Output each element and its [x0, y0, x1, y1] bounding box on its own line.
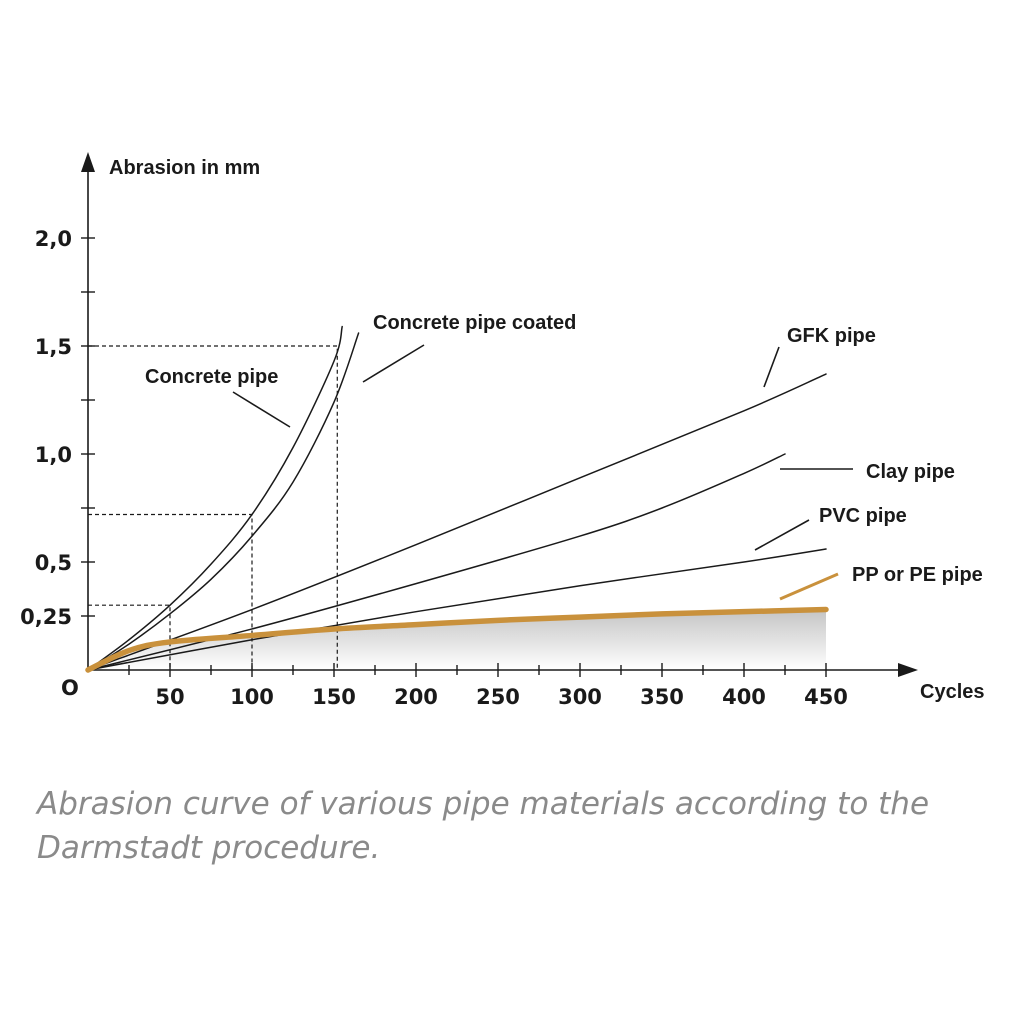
- x-tick-label: 450: [804, 685, 848, 709]
- abrasion-chart: Abrasion in mm Cycles O 0,25 0,5 1,0 1,5 2,0…: [20, 152, 985, 709]
- x-tick-label: 350: [640, 685, 684, 709]
- origin-label: O: [61, 676, 79, 700]
- series-label-concrete-pipe-coated: Concrete pipe coated: [373, 312, 576, 334]
- series-line-pp-or-pe-pipe: [85, 606, 829, 673]
- x-tick-label: 50: [155, 685, 184, 709]
- leader-line-gfk-pipe: [763, 346, 780, 388]
- y-tick-label: 2,0: [35, 227, 72, 251]
- series-line-clay-pipe: [87, 453, 786, 671]
- series-label-gfk-pipe: GFK pipe: [787, 325, 876, 347]
- y-tick-label: 0,5: [35, 551, 72, 575]
- leader-line-pvc-pipe: [754, 519, 810, 551]
- x-axis-title: Cycles: [920, 681, 985, 703]
- x-tick-label: 200: [394, 685, 438, 709]
- y-axis-arrow-icon: [81, 152, 95, 172]
- leader-line-pp-or-pe-pipe: [779, 572, 839, 601]
- x-tick-label: 250: [476, 685, 520, 709]
- y-tick-label: 1,0: [35, 443, 72, 467]
- reference-line-3: [88, 345, 338, 670]
- x-tick-label: 100: [230, 685, 274, 709]
- series-line-concrete-pipe: [87, 325, 343, 671]
- series-label-concrete-pipe: Concrete pipe: [145, 366, 278, 388]
- x-tick-label: 300: [558, 685, 602, 709]
- x-tick-label: 400: [722, 685, 766, 709]
- series-line-pvc-pipe: [87, 548, 827, 671]
- series-label-pvc-pipe: PVC pipe: [819, 505, 907, 527]
- x-tick-label: 150: [312, 685, 356, 709]
- x-axis-arrow-icon: [898, 663, 918, 677]
- series-line-concrete-pipe-coated: [87, 332, 360, 671]
- leader-line-concrete-pipe: [232, 391, 291, 428]
- y-axis-title: Abrasion in mm: [109, 157, 260, 179]
- series-label-clay-pipe: Clay pipe: [866, 461, 955, 483]
- pp-pe-area-fill: [88, 609, 826, 670]
- y-tick-label: 0,25: [20, 605, 72, 629]
- series-label-pp-or-pe-pipe: PP or PE pipe: [852, 564, 983, 586]
- series-line-gfk-pipe: [87, 373, 827, 671]
- leader-line-concrete-pipe-coated: [362, 344, 425, 383]
- figure-caption: Abrasion curve of various pipe materials…: [37, 786, 930, 866]
- y-tick-label: 1,5: [35, 335, 72, 359]
